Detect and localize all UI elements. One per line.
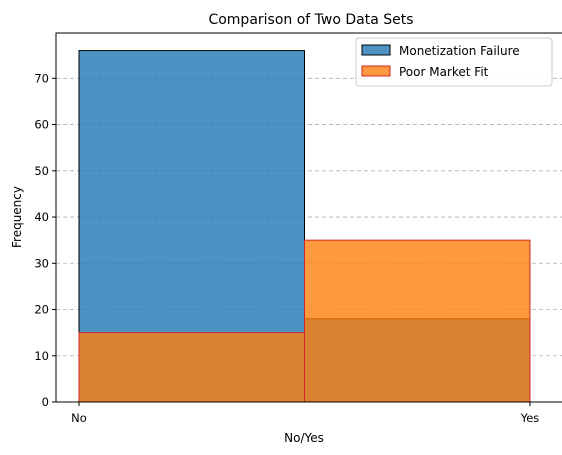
legend-label: Poor Market Fit [399,65,489,79]
chart-title: Comparison of Two Data Sets [208,12,413,28]
y-tick-label: 50 [34,164,49,178]
y-tick-label: 30 [34,256,49,270]
legend-swatch [361,44,391,56]
y-tick-label: 0 [42,395,49,409]
legend-label: Monetization Failure [399,44,520,58]
y-tick-label: 70 [34,71,49,85]
y-tick-label: 40 [34,210,49,224]
y-axis-label: Frequency [10,186,24,248]
legend-box [355,37,553,87]
x-tick-label: No [71,411,87,425]
x-axis-label: No/Yes [284,431,324,445]
x-tick-label: Yes [520,411,540,425]
legend-swatch [361,65,391,77]
bars-layer [78,50,531,403]
bar-poor-market-fit-no [78,332,305,403]
y-tick-label: 60 [34,118,49,132]
bar-poor-market-fit-yes [304,239,531,403]
y-tick-label: 10 [34,349,49,363]
y-tick-label: 20 [34,303,49,317]
legend: Monetization Failure Poor Market Fit [355,37,553,87]
x-axis-ticks: No Yes [71,402,539,425]
y-axis-ticks: 0 10 20 30 40 50 60 70 [34,71,56,409]
